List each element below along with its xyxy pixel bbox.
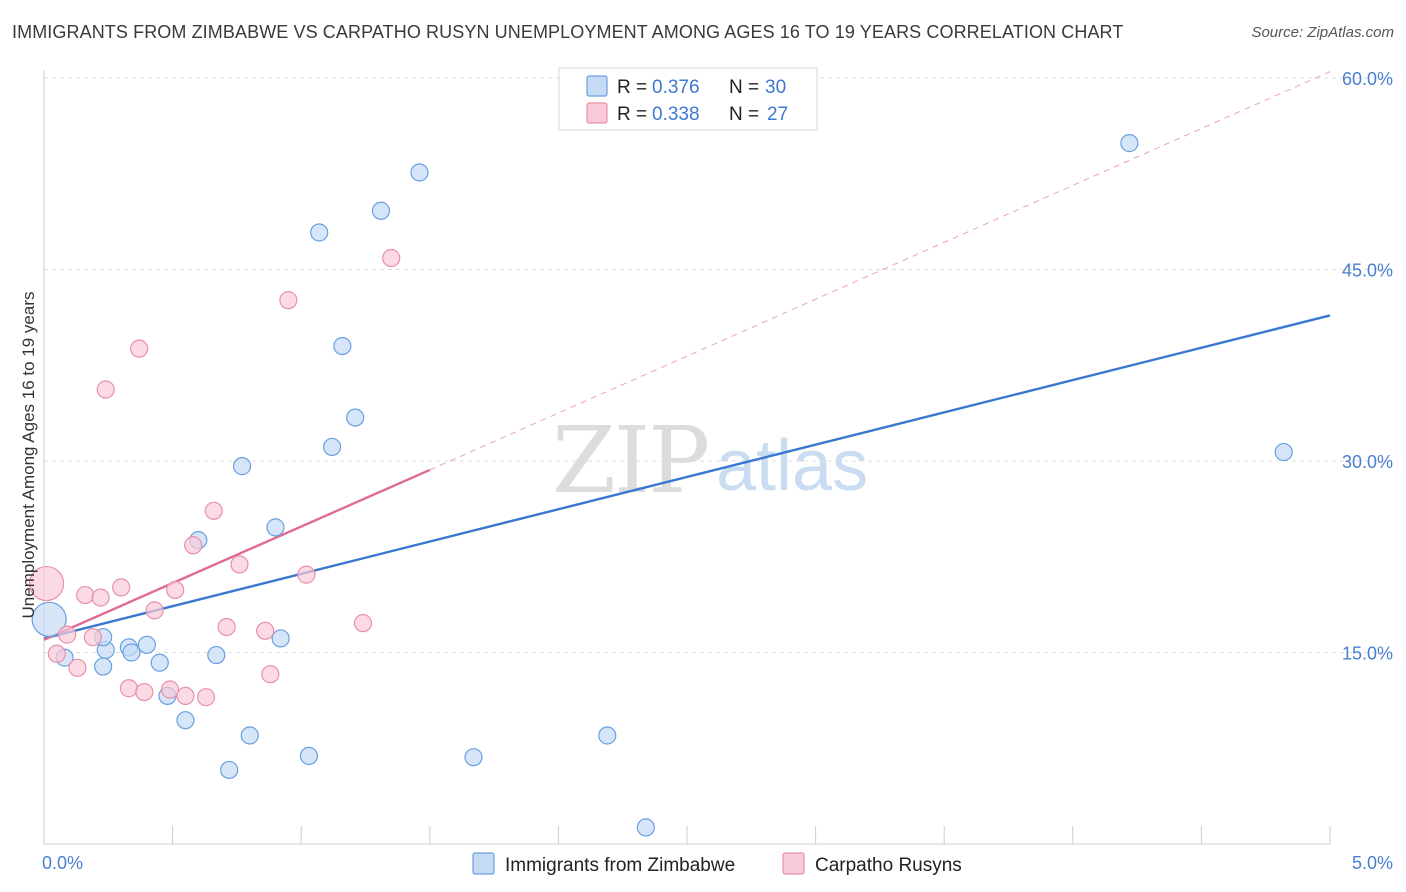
rusyn-point-11	[135, 682, 154, 702]
zimbabwe-point-27	[636, 818, 655, 837]
zimbabwe-point-26	[598, 726, 617, 745]
rusyn-point-5	[83, 628, 102, 647]
legend-n-value-2: 27	[767, 104, 788, 125]
series-label-zimbabwe: Immigrants from Zimbabwe	[505, 855, 735, 876]
zimbabwe-point-16	[266, 518, 285, 537]
chart-title: IMMIGRANTS FROM ZIMBABWE VS CARPATHO RUS…	[12, 22, 1124, 42]
rusyn-point-8	[112, 578, 131, 597]
rusyn-point-4	[76, 585, 95, 605]
x-tick-label-1: 5.0%	[1352, 853, 1393, 873]
trend-lines	[43, 71, 1331, 641]
rusyn-point-7	[96, 380, 115, 399]
rusyn-point-19	[217, 617, 236, 637]
rusyn-point-12	[145, 601, 164, 620]
zimbabwe-point-17	[271, 629, 290, 648]
zimbabwe-point-12	[207, 645, 226, 665]
y-tick-label-0: 15.0%	[1342, 644, 1393, 664]
zimbabwe-point-24	[410, 163, 429, 182]
y-tick-label-3: 60.0%	[1342, 69, 1393, 89]
y-tick-labels: 15.0% 30.0% 45.0% 60.0%	[1342, 69, 1393, 664]
zimbabwe-point-4	[94, 657, 113, 676]
trend-line-0	[43, 314, 1331, 640]
x-tick-label-0: 0.0%	[42, 853, 83, 873]
zimbabwe-point-20	[322, 437, 342, 457]
y-tick-label-1: 30.0%	[1342, 452, 1393, 472]
rusyn-point-0	[28, 565, 65, 602]
watermark-atlas: atlas	[716, 426, 868, 506]
zimbabwe-point-8	[150, 653, 169, 672]
rusyn-point-16	[184, 536, 203, 555]
rusyn-point-21	[256, 621, 275, 640]
legend-swatch-blue	[586, 75, 608, 97]
zimbabwe-point-23	[371, 201, 391, 220]
rusyn-point-17	[196, 688, 216, 707]
zimbabwe-point-15	[240, 726, 259, 745]
zimbabwe-point-13	[220, 760, 239, 780]
zimbabwe-point-6	[122, 643, 141, 662]
rusyn-point-10	[130, 339, 149, 358]
rusyn-point-6	[91, 588, 110, 607]
zimbabwe-point-18	[299, 746, 319, 766]
trend-line-2	[429, 71, 1331, 471]
rusyn-point-1	[47, 644, 66, 663]
x-tick-labels: 0.0% 5.0%	[42, 853, 1393, 873]
rusyn-point-26	[382, 248, 401, 268]
source-credit: Source: ZipAtlas.com	[1251, 24, 1394, 41]
legend-box: R = 0.376 N = 30 R = 0.338 N = 27	[558, 67, 818, 131]
axes	[43, 70, 1331, 845]
zimbabwe-point-10	[176, 711, 195, 730]
legend-n-label-1: N =	[729, 77, 759, 98]
rusyn-point-25	[353, 614, 373, 633]
rusyn-point-9	[119, 679, 138, 698]
zimbabwe-point-29	[1274, 442, 1293, 462]
series-swatch-rusyn	[782, 852, 805, 875]
zimbabwe-point-28	[1120, 134, 1139, 153]
legend-n-label-2: N =	[729, 104, 759, 125]
zimbabwe-point-22	[346, 408, 365, 427]
rusyn-point-14	[166, 580, 185, 600]
data-points	[28, 134, 1293, 837]
rusyn-point-22	[261, 665, 280, 684]
zimbabwe-point-7	[137, 635, 156, 654]
legend-swatch-pink	[586, 102, 608, 124]
zimbabwe-point-21	[333, 337, 352, 356]
series-legend: Immigrants from Zimbabwe Carpatho Rusyns	[472, 852, 962, 876]
zimbabwe-point-0	[31, 601, 67, 637]
rusyn-point-23	[279, 291, 298, 310]
rusyn-point-20	[230, 555, 249, 574]
series-swatch-zimbabwe	[472, 852, 495, 875]
y-axis-label: Unemployment Among Ages 16 to 19 years	[19, 292, 38, 619]
rusyn-point-24	[297, 565, 316, 584]
legend-r-label-2: R =	[617, 104, 647, 125]
series-label-rusyn: Carpatho Rusyns	[815, 855, 962, 876]
legend-r-value-1: 0.376	[652, 77, 700, 98]
rusyn-point-2	[58, 625, 77, 644]
legend-r-value-2: 0.338	[652, 104, 700, 125]
zimbabwe-point-14	[232, 457, 252, 476]
zimbabwe-point-25	[464, 748, 483, 767]
y-tick-label-2: 45.0%	[1342, 261, 1393, 281]
legend-n-value-1: 30	[765, 77, 786, 98]
rusyn-point-3	[68, 658, 87, 677]
legend-r-label-1: R =	[617, 77, 647, 98]
rusyn-point-18	[204, 501, 223, 520]
zimbabwe-point-19	[310, 223, 329, 242]
trend-line-1	[43, 468, 431, 641]
rusyn-point-15	[176, 686, 195, 706]
rusyn-point-13	[160, 680, 180, 699]
